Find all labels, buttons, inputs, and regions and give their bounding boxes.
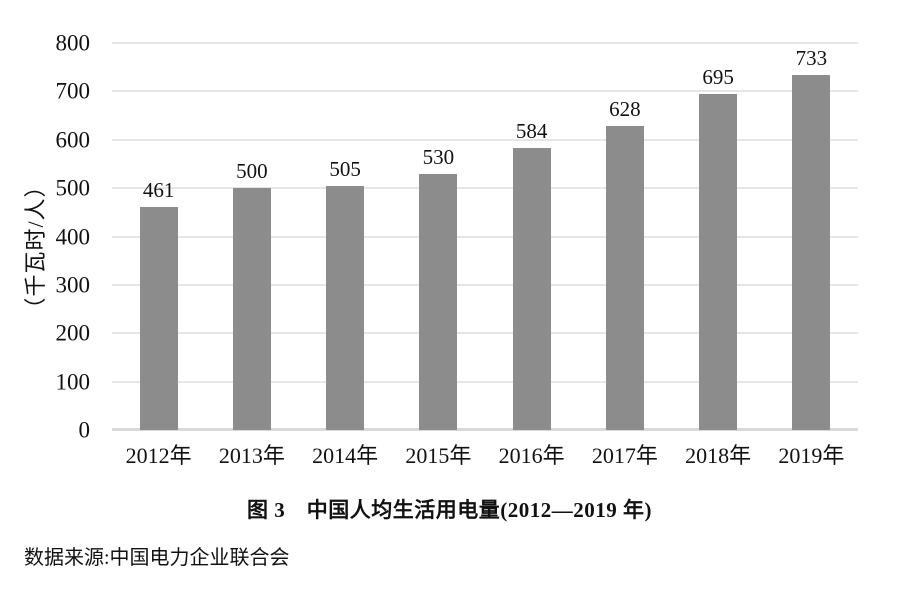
- bar-column: 584: [485, 43, 578, 430]
- bar-column: 461: [112, 43, 205, 430]
- bar-2016年: [512, 147, 551, 430]
- bar-value-label: 733: [795, 46, 828, 71]
- bar-column: 628: [578, 43, 671, 430]
- bar-column: 530: [392, 43, 485, 430]
- bar-2014年: [326, 185, 365, 430]
- bar-2019年: [792, 75, 831, 430]
- bar-value-label: 505: [329, 156, 361, 181]
- y-tick-label: 100: [55, 369, 91, 395]
- bar-value-label: 584: [515, 118, 548, 143]
- x-tick-label: 2013年: [218, 443, 285, 468]
- plot-area: 461 500 505 530 584 628 695 733: [112, 42, 858, 431]
- y-tick-label: 300: [55, 272, 91, 298]
- x-tick-label: 2017年: [591, 443, 658, 468]
- x-tick-label: 2014年: [312, 443, 379, 468]
- chart-title: 图 3 中国人均生活用电量(2012—2019 年): [247, 498, 652, 522]
- bar-column: 695: [672, 43, 765, 430]
- y-tick-label: 500: [55, 175, 91, 201]
- bar-column: 500: [205, 43, 298, 430]
- bar-value-label: 530: [422, 144, 455, 169]
- gridline: [112, 187, 858, 190]
- x-tick-label: 2019年: [778, 443, 845, 468]
- bar-value-label: 695: [702, 64, 734, 89]
- gridline: [112, 332, 858, 335]
- gridline: [112, 235, 858, 238]
- x-axis-line: [112, 428, 858, 431]
- x-axis-ticks: 2012年 2013年 2014年 2015年 2016年 2017年 2018年 2019年: [112, 438, 858, 470]
- x-tick-label: 2018年: [685, 443, 752, 468]
- bar-2018年: [699, 93, 738, 430]
- y-tick-label: 800: [55, 30, 91, 56]
- bar-column: 733: [765, 43, 858, 430]
- gridline: [112, 283, 858, 286]
- bar-2017年: [605, 126, 644, 430]
- bar-value-label: 628: [609, 97, 641, 122]
- gridline: [112, 42, 858, 44]
- y-tick-label: 200: [55, 320, 91, 346]
- x-tick-label: 2012年: [125, 443, 192, 468]
- y-tick-label: 700: [55, 78, 91, 104]
- data-source: 数据来源:中国电力企业联合会: [24, 547, 290, 569]
- x-tick-label: 2015年: [405, 443, 472, 468]
- bar-column: 505: [299, 43, 392, 430]
- gridline: [112, 90, 858, 93]
- bar-2013年: [232, 188, 271, 430]
- bar-2012年: [139, 207, 178, 430]
- bar-2015年: [419, 173, 458, 430]
- gridline: [112, 380, 858, 383]
- gridline: [112, 138, 858, 141]
- y-tick-label: 0: [78, 417, 91, 443]
- bar-value-label: 461: [142, 178, 175, 202]
- x-tick-label: 2016年: [498, 443, 565, 468]
- y-axis-ticks: 0 100 200 300 400 500 600 700 800: [0, 32, 98, 442]
- bar-value-label: 500: [236, 159, 268, 184]
- y-tick-label: 600: [55, 127, 91, 153]
- y-tick-label: 400: [55, 224, 91, 249]
